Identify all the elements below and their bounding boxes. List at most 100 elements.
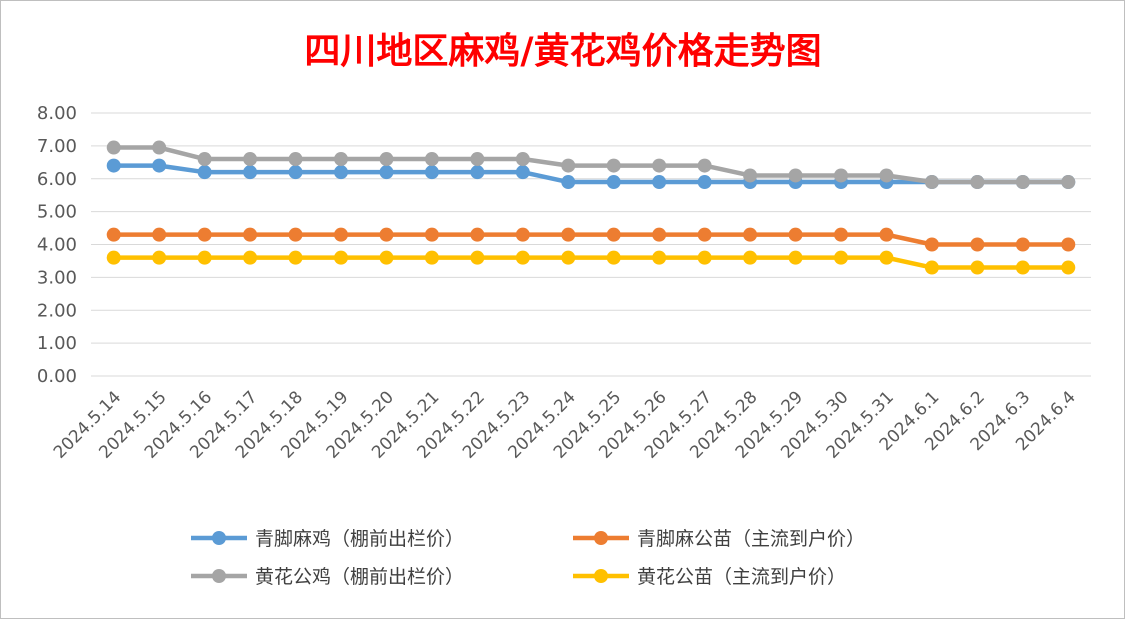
series-line <box>111 163 1071 185</box>
data-point <box>743 168 758 183</box>
data-point <box>1015 237 1030 252</box>
legend-item: 黄花公苗（主流到户价） <box>573 566 846 588</box>
data-point <box>879 250 894 265</box>
data-point <box>924 175 939 190</box>
data-point <box>379 227 394 242</box>
data-point <box>152 250 167 265</box>
series-line <box>111 145 1071 185</box>
data-point <box>152 140 167 155</box>
legend-label: 黄花公苗（主流到户价） <box>637 566 846 588</box>
legend: 青脚麻鸡（棚前出栏价） 青脚麻公苗（主流到户价） 黄花公鸡（棚前出栏价） 黄花公苗（主… <box>191 528 865 588</box>
data-point <box>379 250 394 265</box>
data-point <box>970 175 985 190</box>
data-point <box>561 175 576 190</box>
y-axis-ticks: 0.00 1.00 2.00 3.00 4.00 5.00 6.00 7.00 8.00 <box>37 103 77 387</box>
legend-marker <box>594 531 608 545</box>
y-tick-label: 2.00 <box>37 300 77 321</box>
data-point <box>288 227 303 242</box>
y-tick-label: 0.00 <box>37 366 77 387</box>
data-point <box>1061 237 1076 252</box>
data-point <box>1015 260 1030 275</box>
data-point <box>379 165 394 180</box>
y-tick-label: 6.00 <box>37 169 77 190</box>
data-point <box>924 237 939 252</box>
y-tick-label: 1.00 <box>37 333 77 354</box>
legend-item: 黄花公鸡（棚前出栏价） <box>191 566 464 588</box>
data-point <box>561 227 576 242</box>
data-point <box>652 175 667 190</box>
data-point <box>106 227 121 242</box>
data-point <box>1015 175 1030 190</box>
data-point <box>334 227 348 242</box>
data-point <box>879 227 894 242</box>
data-point <box>197 250 212 265</box>
data-point <box>834 227 848 242</box>
series-line <box>111 255 1071 270</box>
data-point <box>970 237 985 252</box>
data-point <box>788 168 803 183</box>
data-point <box>788 227 803 242</box>
legend-item: 青脚麻公苗（主流到户价） <box>573 528 865 550</box>
series-3 <box>106 140 1076 190</box>
legend-marker <box>212 531 226 545</box>
data-point <box>606 250 621 265</box>
data-point <box>288 250 303 265</box>
data-point <box>470 165 485 180</box>
data-point <box>106 250 121 265</box>
data-point <box>561 158 576 173</box>
data-point <box>697 227 712 242</box>
data-point <box>879 168 894 183</box>
data-point <box>424 152 439 167</box>
x-axis-ticks: 2024.5.142024.5.152024.5.162024.5.172024… <box>50 387 1080 462</box>
y-tick-label: 4.00 <box>37 235 77 256</box>
data-point <box>697 158 712 173</box>
data-point <box>697 175 712 190</box>
data-point <box>606 175 621 190</box>
legend-label: 黄花公鸡（棚前出栏价） <box>255 566 464 588</box>
data-point <box>515 165 530 180</box>
y-tick-label: 7.00 <box>37 136 77 157</box>
data-point <box>334 152 348 167</box>
data-point <box>515 152 530 167</box>
series-4 <box>106 250 1076 275</box>
data-point <box>334 165 348 180</box>
data-point <box>470 250 485 265</box>
data-point <box>652 158 667 173</box>
data-point <box>652 227 667 242</box>
data-point <box>106 140 121 155</box>
data-point <box>197 165 212 180</box>
y-tick-label: 8.00 <box>37 103 77 124</box>
legend-marker <box>212 569 226 583</box>
data-point <box>424 227 439 242</box>
y-tick-label: 5.00 <box>37 202 77 223</box>
legend-label: 青脚麻公苗（主流到户价） <box>637 528 865 550</box>
data-point <box>197 152 212 167</box>
data-point <box>470 152 485 167</box>
y-tick-label: 3.00 <box>37 267 77 288</box>
legend-marker <box>594 569 608 583</box>
data-point <box>1061 260 1076 275</box>
data-point <box>334 250 348 265</box>
chart-title: 四川地区麻鸡/黄花鸡价格走势图 <box>304 30 821 72</box>
data-point <box>243 165 258 180</box>
data-point <box>924 260 939 275</box>
data-point <box>424 250 439 265</box>
data-point <box>197 227 212 242</box>
data-point <box>152 158 167 173</box>
data-point <box>106 158 121 173</box>
data-point <box>515 227 530 242</box>
data-point <box>1061 175 1076 190</box>
series-2 <box>106 227 1076 252</box>
data-point <box>743 250 758 265</box>
data-point <box>606 158 621 173</box>
data-point <box>606 227 621 242</box>
data-point <box>424 165 439 180</box>
series-lines <box>106 140 1076 275</box>
data-point <box>288 165 303 180</box>
legend-item: 青脚麻鸡（棚前出栏价） <box>191 528 464 550</box>
data-point <box>243 250 258 265</box>
gridlines <box>91 112 1091 377</box>
legend-label: 青脚麻鸡（棚前出栏价） <box>255 528 464 550</box>
